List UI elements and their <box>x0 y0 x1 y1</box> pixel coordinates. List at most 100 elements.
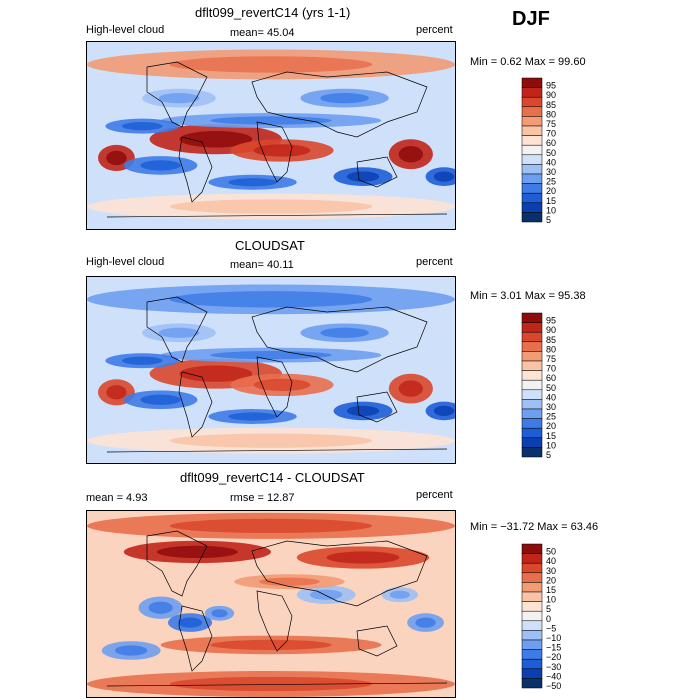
colorbar-tick-label: 10 <box>546 595 556 605</box>
colorbar-swatch <box>521 87 543 98</box>
colorbar-swatch <box>521 591 543 602</box>
colorbar-swatch <box>521 649 543 660</box>
field-contour-core <box>253 378 311 392</box>
colorbar-swatch <box>521 154 543 165</box>
field-contour-core <box>106 385 127 400</box>
coastline <box>106 213 448 218</box>
coastline <box>178 605 213 672</box>
colorbar-swatch <box>521 135 543 146</box>
colorbar-tick-label: 15 <box>546 431 556 441</box>
field-contour-core <box>169 291 373 308</box>
colorbar-tick-label: 25 <box>546 412 556 422</box>
field-contour-core <box>179 365 253 382</box>
colorbar-tick-label: 70 <box>546 129 556 139</box>
coastline <box>356 625 398 657</box>
colorbar-swatch <box>521 437 543 448</box>
field-contour-core <box>169 56 373 73</box>
colorbar-tick-label: 5 <box>546 450 551 460</box>
field-contour-core <box>177 617 203 628</box>
coastline <box>106 682 448 687</box>
colorbar-tick-label: 90 <box>546 325 556 335</box>
colorbar-swatch <box>521 173 543 184</box>
colorbar-swatch <box>521 582 543 593</box>
colorbar-swatch <box>521 639 543 650</box>
panel3-title: dflt099_revertC14 - CLOUDSAT <box>180 470 365 485</box>
colorbar-swatch <box>521 164 543 175</box>
panel3-units-label: percent <box>416 489 453 501</box>
colorbar-tick-label: 50 <box>546 547 556 557</box>
field-contour-core <box>210 639 332 651</box>
colorbar-swatch <box>521 125 543 136</box>
colorbar-swatch <box>521 620 543 631</box>
colorbar-tick-label: 30 <box>546 402 556 412</box>
colorbar-tick-label: 0 <box>546 614 551 624</box>
colorbar-tick-label: 95 <box>546 81 556 91</box>
field-contour-core <box>433 405 455 417</box>
field-contour-core <box>210 116 332 125</box>
colorbar-swatch <box>521 427 543 439</box>
panel3-map-field <box>87 511 455 697</box>
colorbar-tick-label: 5 <box>546 604 551 614</box>
panel1-title: dflt099_revertC14 (yrs 1-1) <box>195 5 351 20</box>
colorbar-swatch <box>521 331 543 343</box>
colorbar-tick-label: 40 <box>546 392 556 402</box>
coastline <box>256 121 293 183</box>
field-contour-core <box>320 92 369 104</box>
panel1-map-field <box>87 42 455 229</box>
colorbar-swatch <box>521 658 543 670</box>
colorbar-tick-label: 30 <box>546 566 556 576</box>
colorbar-tick-label: 80 <box>546 344 556 354</box>
colorbar-swatch <box>521 144 543 156</box>
colorbar-swatch <box>521 408 543 419</box>
colorbar-tick-label: −20 <box>546 652 561 662</box>
colorbar-tick-label: 15 <box>546 196 556 206</box>
panel3-minmax: Min = −31.72 Max = 63.46 <box>470 521 599 533</box>
field-contour-core <box>389 590 410 599</box>
colorbar-swatch <box>521 351 543 362</box>
coastline <box>356 391 398 423</box>
colorbar-swatch <box>521 322 543 333</box>
colorbar-swatch <box>521 106 543 117</box>
coastline <box>146 61 208 128</box>
field-contour-core <box>158 92 200 104</box>
colorbar-tick-label: 25 <box>546 177 556 187</box>
colorbar-tick-label: 95 <box>546 316 556 326</box>
colorbar-swatch <box>521 678 543 689</box>
colorbar-tick-label: −40 <box>546 671 561 681</box>
colorbar-swatch <box>521 543 543 554</box>
colorbar-tick-label: 5 <box>546 215 551 225</box>
panel3-colorbar: 50 40 30 20 15 10 5 0 −5 −10 −15 −20 −30 −40 −50 <box>521 543 582 696</box>
panel1-units-label: percent <box>416 24 453 36</box>
panel1-field-label: High-level cloud <box>86 24 165 36</box>
colorbar-tick-label: 10 <box>546 440 556 450</box>
panel1-mean-label: mean= 45.04 <box>230 27 295 39</box>
colorbar-tick-label: 85 <box>546 100 556 110</box>
colorbar-tick-label: −30 <box>546 662 561 672</box>
field-contour-core <box>156 545 238 559</box>
panel2-mean-label: mean= 40.11 <box>230 259 294 271</box>
panel1-colorbar: 95 90 85 80 75 70 60 50 40 30 25 20 15 10 5 <box>521 77 582 230</box>
field-contour-core <box>140 160 181 171</box>
field-contour-core <box>169 433 373 448</box>
colorbar-swatch <box>521 447 543 458</box>
field-contour-core <box>326 551 400 564</box>
panel2-field-label: High-level cloud <box>86 256 165 268</box>
field-contour-core <box>210 351 332 360</box>
coastline <box>251 540 428 607</box>
colorbar-swatch <box>521 77 543 88</box>
coastline <box>251 306 428 373</box>
colorbar-swatch <box>521 553 543 564</box>
field-contour-core <box>179 131 253 148</box>
field-contour-core <box>121 122 163 131</box>
field-contour-core <box>211 609 228 618</box>
field-contour-core <box>259 577 320 586</box>
colorbar-swatch <box>521 370 543 381</box>
field-contour-core <box>114 645 148 656</box>
colorbar-tick-label: 60 <box>546 373 556 383</box>
colorbar-tick-label: 85 <box>546 335 556 345</box>
panel3-mean-label: mean = 4.93 <box>86 492 148 504</box>
panel2-colorbar: 95 90 85 80 75 70 60 50 40 30 25 20 15 10 5 <box>521 312 582 465</box>
colorbar-swatch <box>521 312 543 323</box>
colorbar-tick-label: 60 <box>546 138 556 148</box>
panel2-title: CLOUDSAT <box>235 238 305 253</box>
